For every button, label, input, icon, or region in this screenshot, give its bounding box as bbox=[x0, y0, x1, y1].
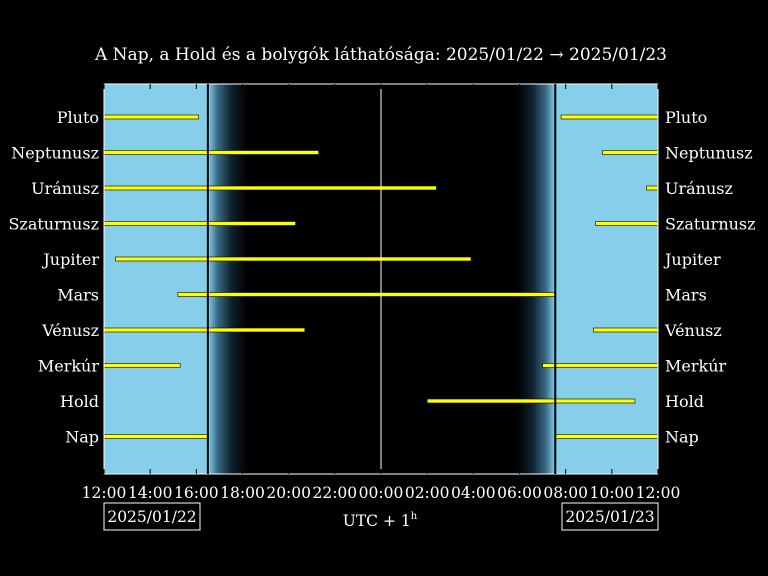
x-tick-label-4: 16:00 bbox=[174, 484, 219, 502]
visibility-bar-nap-2 bbox=[554, 434, 659, 439]
body-label-right-nap: Nap bbox=[665, 428, 699, 447]
x-tick-label-0: 12:00 bbox=[82, 484, 127, 502]
chart-title: A Nap, a Hold és a bolygók láthatósága: … bbox=[94, 45, 667, 65]
x-tick-label-8: 20:00 bbox=[266, 484, 311, 502]
visibility-bar-mars-1 bbox=[177, 292, 556, 297]
x-tick-label-2: 14:00 bbox=[128, 484, 173, 502]
x-tick-label-20: 08:00 bbox=[543, 484, 588, 502]
visibility-bar-jupiter-1 bbox=[115, 256, 472, 262]
visibility-bar-neptunusz-1 bbox=[103, 150, 319, 155]
date-right-label: 2025/01/23 bbox=[565, 508, 654, 526]
x-tick-label-16: 04:00 bbox=[451, 484, 496, 502]
body-label-right-neptunusz: Neptunusz bbox=[665, 144, 753, 163]
date-left-box bbox=[103, 502, 201, 531]
visibility-bar-nap-1 bbox=[103, 434, 209, 439]
day-region-morning bbox=[555, 84, 658, 474]
visibility-bar-pluto-2 bbox=[560, 114, 659, 120]
body-label-left-neptunusz: Neptunusz bbox=[11, 144, 99, 163]
body-label-left-uránusz: Uránusz bbox=[31, 179, 99, 198]
visibility-bar-szaturnusz-2 bbox=[595, 221, 659, 226]
visibility-bar-uránusz-2 bbox=[646, 185, 659, 191]
plot-background bbox=[104, 84, 658, 474]
visibility-bar-neptunusz-2 bbox=[602, 150, 659, 155]
body-label-right-pluto: Pluto bbox=[665, 108, 707, 127]
body-label-right-merkúr: Merkúr bbox=[665, 357, 727, 376]
twilight-region-dusk bbox=[207, 84, 248, 474]
visibility-bar-pluto-1 bbox=[103, 114, 199, 120]
body-label-left-nap: Nap bbox=[65, 428, 99, 447]
x-tick-label-12: 00:00 bbox=[359, 484, 404, 502]
x-tick-label-6: 18:00 bbox=[220, 484, 265, 502]
x-axis-label-superscript: h bbox=[411, 511, 418, 522]
body-label-left-mars: Mars bbox=[57, 286, 99, 305]
x-axis-label: UTC + 1h bbox=[343, 511, 418, 530]
visibility-bars bbox=[103, 114, 659, 439]
body-label-left-merkúr: Merkúr bbox=[38, 357, 100, 376]
visibility-bar-szaturnusz-1 bbox=[103, 221, 296, 226]
body-label-left-pluto: Pluto bbox=[57, 108, 99, 127]
body-label-right-jupiter: Jupiter bbox=[663, 250, 721, 269]
twilight-region-dawn bbox=[517, 84, 556, 474]
body-label-right-vénusz: Vénusz bbox=[664, 321, 722, 340]
x-tick-label-22: 10:00 bbox=[589, 484, 634, 502]
left-body-labels: Pluto Neptunusz Uránusz Szaturnusz Jupiter Ma… bbox=[8, 108, 99, 447]
night-region bbox=[247, 84, 518, 474]
visibility-bar-vénusz-2 bbox=[593, 327, 659, 333]
body-label-left-vénusz: Vénusz bbox=[41, 321, 99, 340]
visibility-bar-hold-1 bbox=[426, 398, 636, 404]
x-tick-label-24: 12:00 bbox=[636, 484, 681, 502]
body-label-right-hold: Hold bbox=[665, 392, 704, 411]
date-left-label: 2025/01/22 bbox=[107, 508, 196, 526]
x-tick-label-10: 22:00 bbox=[312, 484, 357, 502]
visibility-bar-vénusz-1 bbox=[103, 327, 306, 333]
visibility-bar-merkúr-1 bbox=[103, 363, 181, 368]
body-label-right-mars: Mars bbox=[665, 286, 707, 305]
visibility-bar-merkúr-2 bbox=[542, 363, 659, 368]
x-axis-label-main: UTC + 1 bbox=[343, 512, 411, 530]
x-axis-ticks: 12:00 14:00 16:00 18:00 20:00 22:00 00:00 02:00… bbox=[82, 84, 681, 502]
day-region-evening bbox=[104, 84, 208, 474]
body-label-left-szaturnusz: Szaturnusz bbox=[8, 215, 99, 234]
x-tick-label-18: 06:00 bbox=[497, 484, 542, 502]
visibility-bar-uránusz-1 bbox=[103, 185, 437, 191]
right-body-labels: Pluto Neptunusz Uránusz Szaturnusz Jupiter Ma… bbox=[663, 108, 756, 447]
body-label-left-jupiter: Jupiter bbox=[41, 250, 99, 269]
date-right-box bbox=[561, 502, 659, 531]
body-label-right-szaturnusz: Szaturnusz bbox=[665, 215, 756, 234]
x-tick-label-14: 02:00 bbox=[405, 484, 450, 502]
body-label-left-hold: Hold bbox=[60, 392, 99, 411]
body-label-right-uránusz: Uránusz bbox=[665, 179, 733, 198]
